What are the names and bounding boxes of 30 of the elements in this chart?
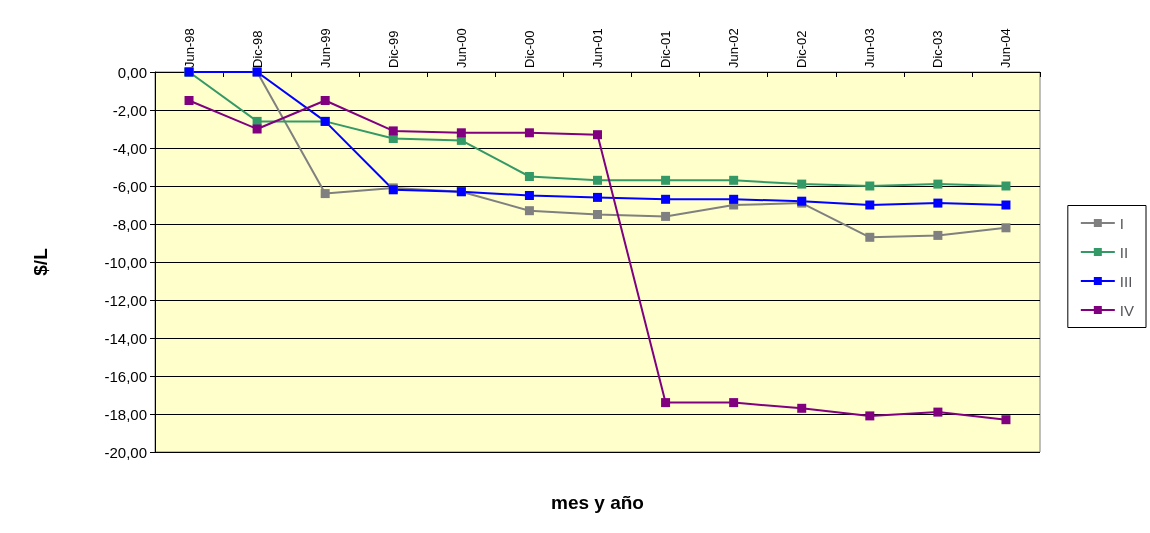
- x-tick-label: Jun-03: [862, 28, 878, 68]
- x-tick-label: Dic-02: [794, 30, 810, 68]
- x-tick-label: Jun-01: [590, 28, 605, 68]
- y-tick-label: 0,00: [117, 63, 147, 81]
- y-tick-label: -14,00: [104, 329, 147, 347]
- y-tick-label: -20,00: [104, 443, 147, 461]
- y-tick-label: -10,00: [104, 253, 147, 271]
- y-tick-label: -2,00: [112, 101, 147, 119]
- x-tick-label: Dic-01: [658, 30, 674, 68]
- y-tick-label: -6,00: [112, 177, 147, 195]
- y-tick-label: -16,00: [104, 367, 147, 385]
- y-tick-label: -18,00: [104, 405, 147, 423]
- y-axis-title: $/L: [30, 247, 51, 276]
- x-tick-label: Jun-04: [998, 28, 1014, 68]
- x-tick-label: Dic-99: [385, 30, 401, 68]
- x-tick-label: Dic-00: [521, 30, 537, 68]
- y-tick-label: -4,00: [112, 139, 147, 157]
- x-tick-label: Jun-99: [317, 28, 333, 68]
- x-tick-label: Dic-03: [930, 30, 946, 68]
- legend-label: I: [1119, 214, 1124, 232]
- y-tick-label: -12,00: [104, 291, 147, 309]
- x-tick-label: Jun-02: [726, 28, 742, 68]
- legend-label: II: [1119, 243, 1129, 261]
- x-tick-label: Dic-98: [249, 30, 265, 68]
- x-tick-label: Jun-98: [181, 28, 197, 68]
- legend-label: IV: [1119, 301, 1135, 319]
- x-tick-label: Jun-00: [453, 28, 469, 68]
- x-axis-title: mes y año: [551, 492, 644, 513]
- y-tick-label: -8,00: [112, 215, 147, 233]
- legend-label: III: [1119, 272, 1133, 290]
